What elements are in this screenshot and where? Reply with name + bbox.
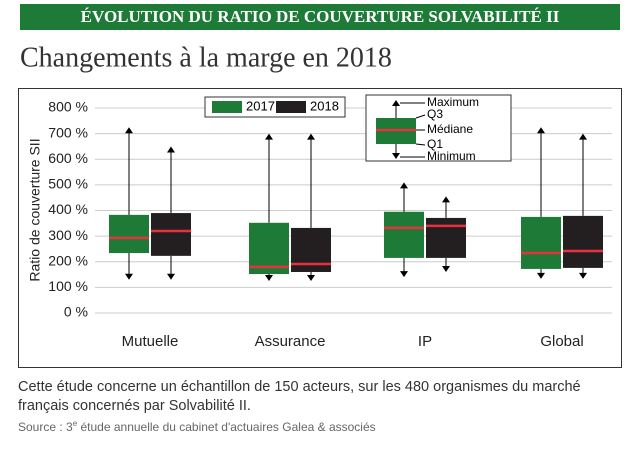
source-text: étude annuelle du cabinet d'actuaires Ga… <box>77 420 376 434</box>
y-tick-label: 800 % <box>48 99 88 115</box>
key-connector <box>415 143 426 146</box>
legend-swatch <box>276 101 306 113</box>
whisker-cap-lower <box>125 273 133 280</box>
whisker-cap-lower <box>400 271 408 278</box>
whisker-cap-upper <box>167 146 175 153</box>
y-axis-label: Ratio de couverture SII <box>27 138 43 281</box>
footer: Cette étude concerne un échantillon de 1… <box>18 379 628 434</box>
y-tick-label: 200 % <box>48 252 88 268</box>
whisker-cap-upper <box>442 196 450 203</box>
x-tick-label: Assurance <box>255 333 326 350</box>
x-tick-label: IP <box>418 333 432 350</box>
whisker-cap-upper <box>265 133 273 140</box>
whisker-cap-lower <box>307 274 315 281</box>
legend-label: 2018 <box>310 98 339 113</box>
legend: 2017 2018 <box>204 96 346 118</box>
key-label: Maximum <box>427 95 479 109</box>
legend-swatch <box>212 101 242 113</box>
whisker-cap-upper <box>579 133 587 140</box>
box <box>291 227 331 272</box>
plot: 0 % 100 % 200 % 300 % 400 % 500 % 600 % 700 % 80… <box>48 99 612 350</box>
y-tick-label: 600 % <box>48 150 88 166</box>
box <box>563 215 603 268</box>
box <box>109 214 149 254</box>
whisker-cap-lower <box>265 274 273 281</box>
y-tick-label: 100 % <box>48 278 88 294</box>
key-label: Minimum <box>427 149 476 163</box>
box <box>521 216 561 269</box>
key-label: Médiane <box>427 122 473 136</box>
key-arrow <box>392 100 400 106</box>
whisker-cap-lower <box>442 266 450 272</box>
key-label: Q3 <box>427 107 443 121</box>
y-tick-label: 400 % <box>48 201 88 217</box>
key-arrow <box>392 153 400 159</box>
source: Source : 3e étude annuelle du cabinet d'… <box>18 419 628 434</box>
whisker-cap-upper <box>125 127 133 134</box>
whisker-cap-lower <box>579 272 587 279</box>
y-tick-label: 300 % <box>48 227 88 243</box>
x-tick-label: Global <box>540 333 583 350</box>
y-tick-label: 0 % <box>64 304 88 320</box>
legend-label: 2017 <box>246 98 275 113</box>
whisker-cap-lower <box>167 273 175 280</box>
whisker-cap-lower <box>537 272 545 279</box>
chart-frame <box>18 88 622 368</box>
y-tick-label: 700 % <box>48 124 88 140</box>
box <box>384 211 424 258</box>
whisker-cap-upper <box>307 133 315 140</box>
whisker-cap-upper <box>537 127 545 134</box>
header-bar <box>20 4 620 30</box>
box-key: Maximum Q3 Médiane Q1 Minimum <box>365 94 512 163</box>
x-tick-label: Mutuelle <box>122 333 179 350</box>
box <box>249 222 289 275</box>
key-label: Q1 <box>427 137 443 151</box>
box <box>426 217 466 258</box>
y-tick-label: 500 % <box>48 176 88 192</box>
source-text: Source : 3 <box>18 420 73 434</box>
box <box>151 213 191 256</box>
key-connector <box>415 114 426 119</box>
header: ÉVOLUTION DU RATIO DE COUVERTURE SOLVABI… <box>81 7 560 26</box>
note: Cette étude concerne un échantillon de 1… <box>18 379 581 414</box>
chart-title: Changements à la marge en 2018 <box>20 42 392 73</box>
source-sup: e <box>72 419 78 428</box>
whisker-cap-upper <box>400 182 408 189</box>
